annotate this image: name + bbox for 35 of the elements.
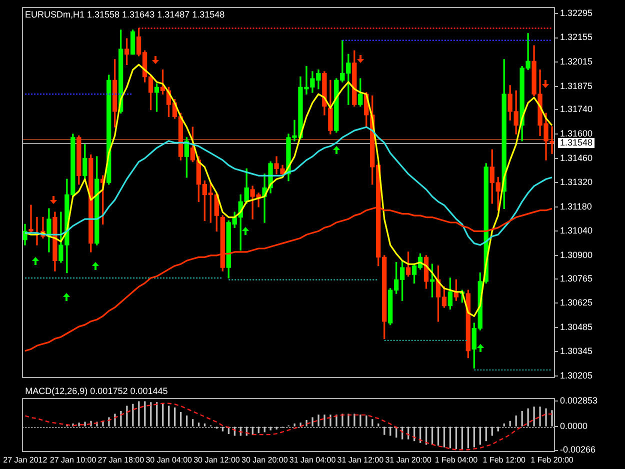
y-tick-label: -0.00266: [560, 444, 596, 455]
y-tick-label: 1.31180: [560, 201, 592, 212]
y-tick-label: 1.31600: [560, 128, 593, 139]
y-tick-label: 0.002853: [560, 396, 598, 406]
y-tick-label: 1.30205: [560, 370, 593, 380]
line-series: [24, 402, 553, 450]
x-tick-label: 31 Jan 04:00: [289, 455, 336, 464]
x-tick-label: 30 Jan 20:00: [241, 455, 288, 464]
y-tick-label: 1.30900: [560, 250, 593, 260]
y-tick-label: 1.30765: [560, 273, 593, 284]
y-tick-label: 1.32295: [560, 8, 593, 18]
y-tick-label: 1.30485: [560, 322, 593, 332]
x-tick-label: 30 Jan 04:00: [146, 455, 193, 464]
x-tick-label: 1 Feb 20:00: [530, 455, 574, 464]
chart-title: MACD(12,26,9) 0.001752 0.001445: [25, 386, 168, 396]
y-tick-label: 0.0000: [560, 421, 588, 432]
x-tick-label: 31 Jan 20:00: [385, 455, 432, 464]
y-tick-label: 1.31320: [560, 177, 593, 188]
y-tick-label: 1.31875: [560, 80, 593, 91]
y-tick-label: 1.32015: [560, 56, 593, 67]
x-tick-label: 1 Feb 04:00: [434, 455, 478, 464]
y-tick-label: 1.31740: [560, 104, 593, 114]
chart-title: EURUSDm,H1 1.31558 1.31643 1.31487 1.31548: [25, 9, 225, 20]
y-tick-label: 1.30625: [560, 298, 593, 308]
y-tick-label: 1.31040: [560, 226, 593, 236]
ref-line-label: 1.31548: [560, 138, 593, 148]
y-tick-label: 1.30345: [560, 346, 593, 356]
x-tick-label: 27 Jan 18:00: [98, 455, 145, 464]
x-tick-label: 1 Feb 12:00: [482, 455, 526, 464]
x-tick-label: 30 Jan 12:00: [194, 455, 240, 464]
y-tick-label: 1.32155: [560, 32, 593, 42]
x-tick-label: 27 Jan 10:00: [50, 455, 97, 464]
y-tick-label: 1.31460: [560, 152, 593, 163]
x-tick-label: 27 Jan 2012: [3, 455, 48, 464]
x-tick-label: 31 Jan 12:00: [337, 455, 384, 464]
